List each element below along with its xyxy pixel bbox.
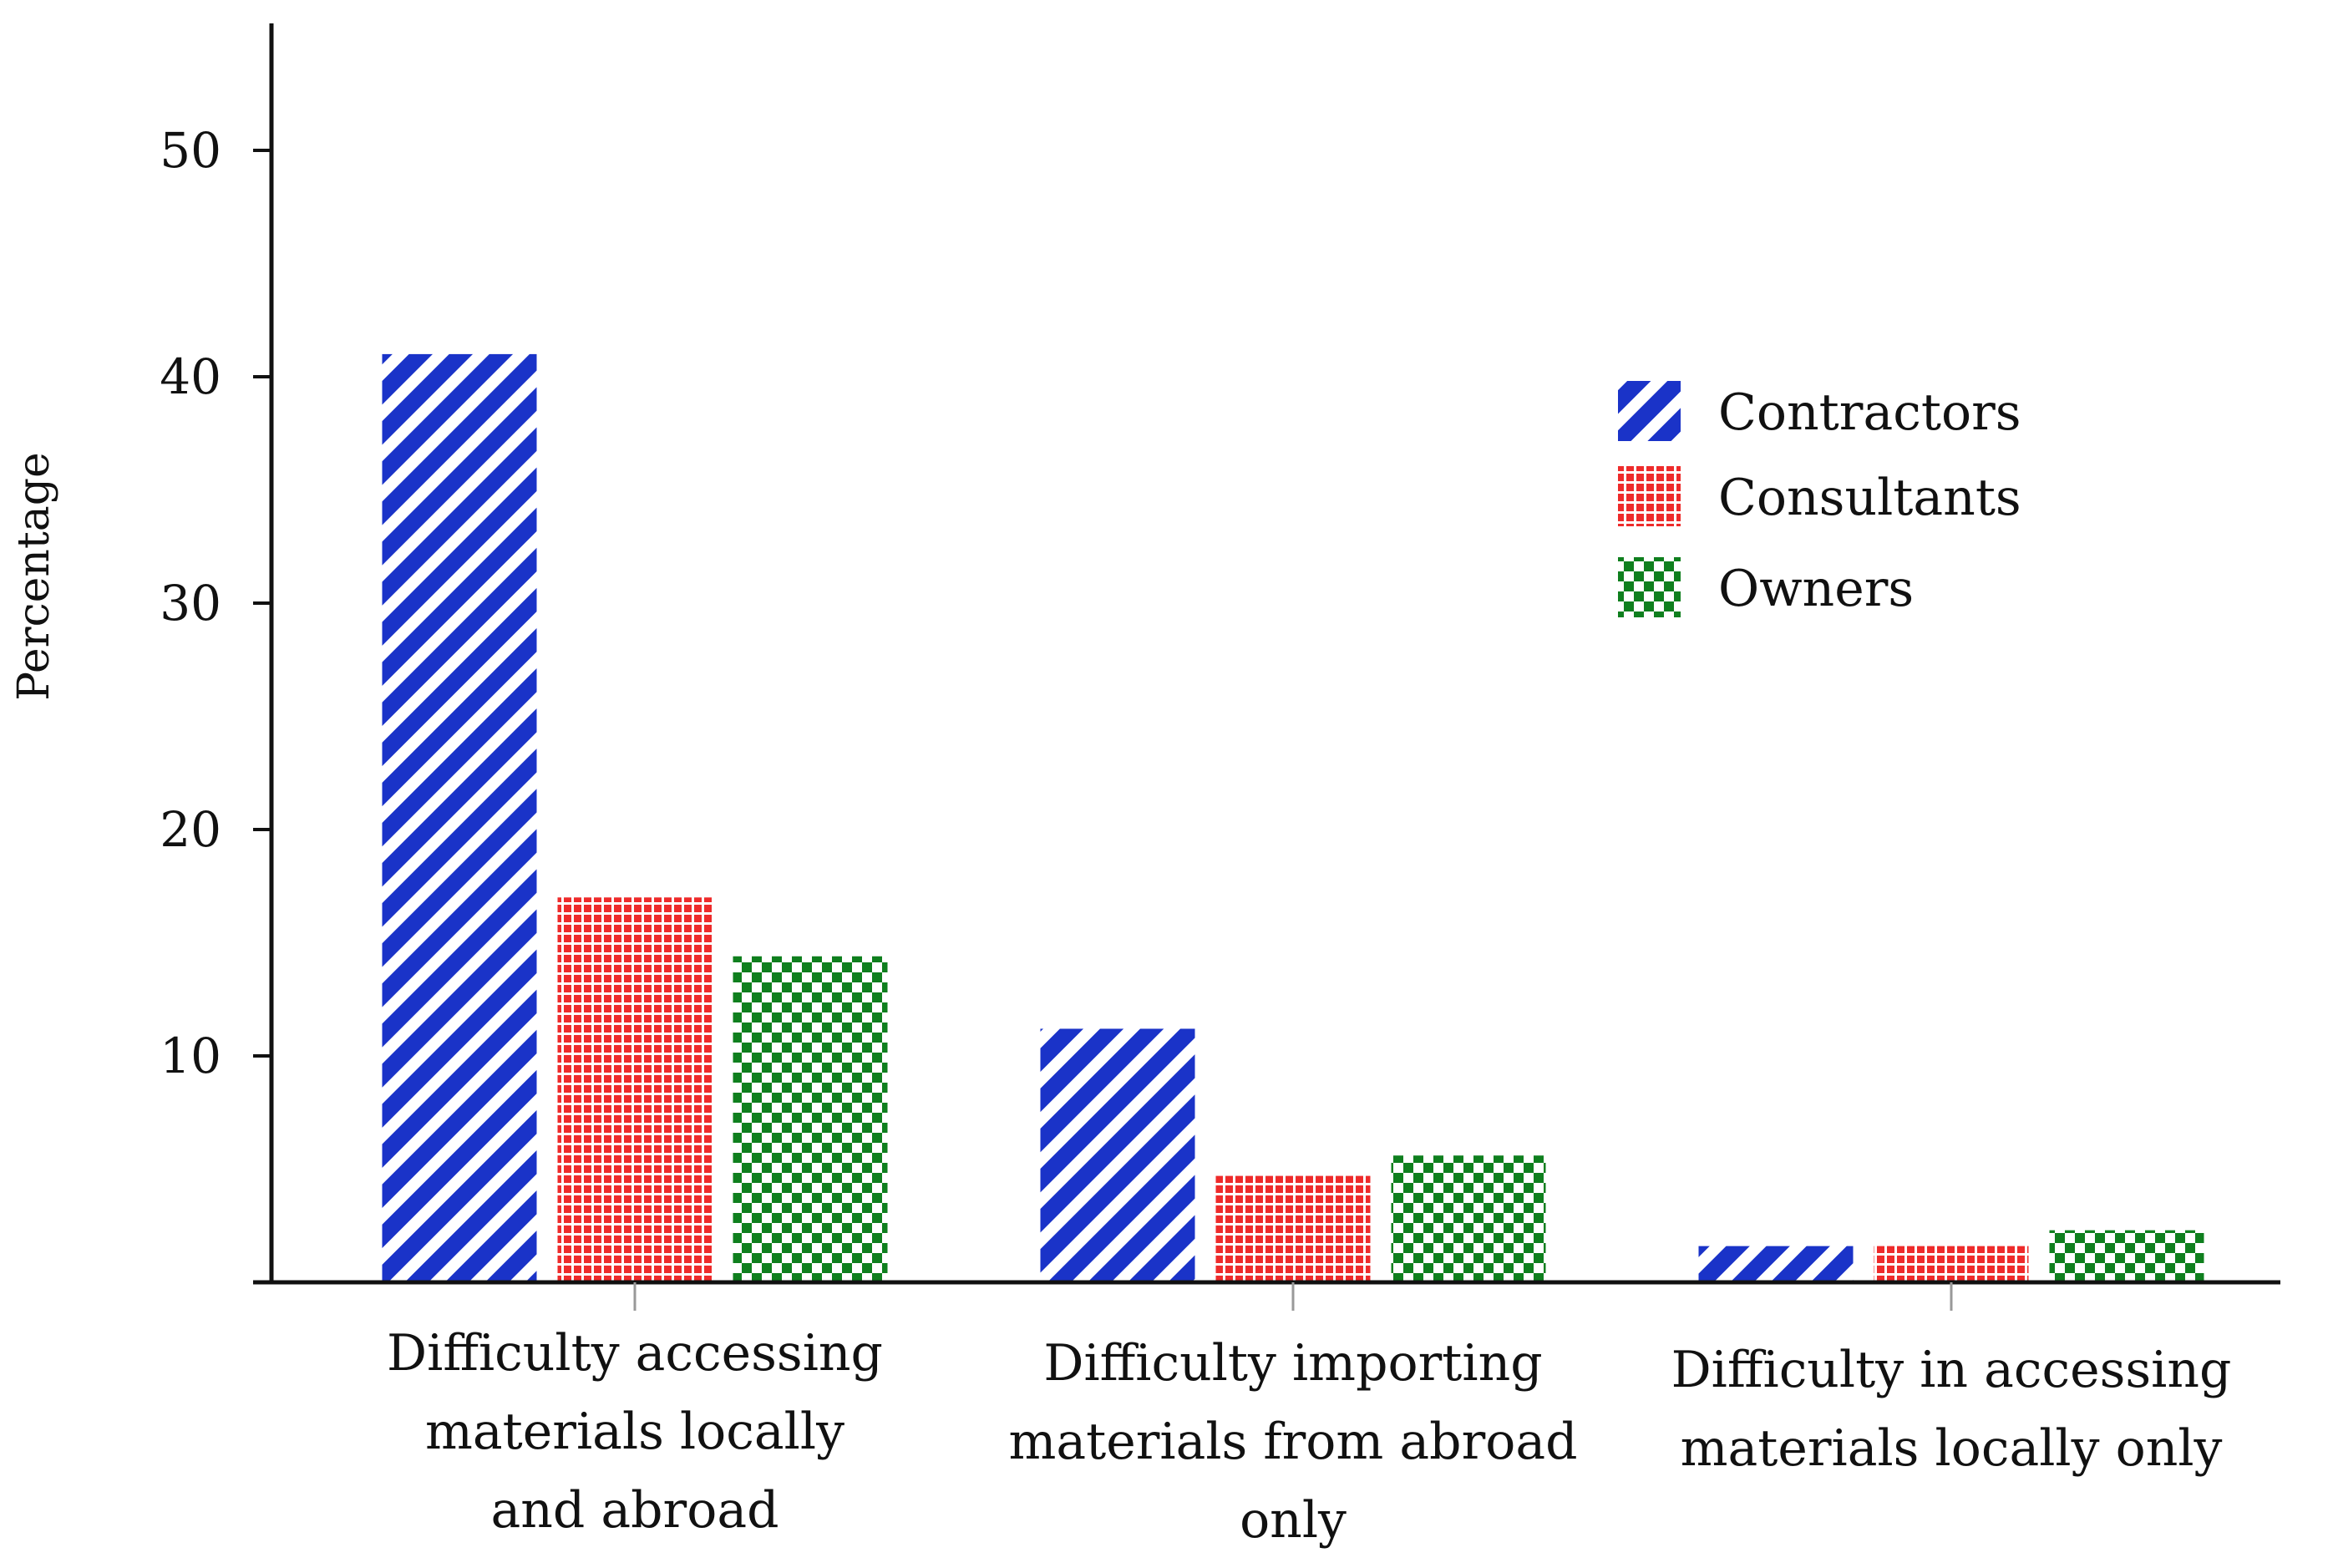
- legend-swatch-contractors: [1618, 381, 1681, 441]
- x-category-label-line: Difficulty in accessing: [1671, 1341, 2232, 1399]
- x-category-label-line: Difficulty importing: [1043, 1334, 1542, 1393]
- legend-swatch-owners: [1618, 557, 1681, 617]
- y-axis: 10 20 30 40 50: [160, 23, 274, 1282]
- x-category-label-line: materials locally: [425, 1403, 844, 1461]
- x-category-label: Difficulty importing materials from abroa…: [1008, 1334, 1577, 1550]
- x-category-label: Difficulty in accessing materials locally…: [1671, 1341, 2232, 1478]
- x-category-label-line: only: [1240, 1491, 1347, 1550]
- bar-consultants-2: [1215, 1175, 1371, 1282]
- legend: Contractors Consultants Owners: [1618, 381, 2021, 618]
- legend-swatch-consultants: [1618, 466, 1681, 526]
- bar-owners-1: [733, 956, 888, 1282]
- y-tick-label: 10: [160, 1028, 221, 1084]
- x-category-label-line: materials from abroad: [1008, 1413, 1577, 1471]
- bar-contractors-3: [1698, 1246, 1854, 1282]
- bar-consultants-1: [557, 897, 713, 1282]
- legend-label-consultants: Consultants: [1718, 469, 2021, 527]
- x-category-label-line: and abroad: [490, 1481, 779, 1540]
- y-tick-label: 30: [160, 575, 221, 632]
- x-axis: Difficulty accessing materials locally and…: [253, 1280, 2280, 1550]
- bar-contractors-1: [382, 353, 537, 1282]
- x-category-label-line: Difficulty accessing: [387, 1324, 883, 1383]
- x-category-label-line: materials locally only: [1681, 1419, 2223, 1478]
- y-tick-label: 50: [160, 122, 221, 179]
- bar-consultants-3: [1874, 1246, 2029, 1282]
- bar-owners-3: [2049, 1230, 2204, 1282]
- bar-owners-2: [1391, 1155, 1546, 1282]
- bar-contractors-2: [1040, 1028, 1195, 1282]
- y-tick-label: 40: [160, 348, 221, 405]
- x-category-label: Difficulty accessing materials locally and…: [387, 1324, 883, 1540]
- y-axis-title: Percentage: [9, 452, 59, 701]
- legend-label-owners: Owners: [1718, 560, 1914, 618]
- bars: [382, 353, 2204, 1282]
- y-tick-label: 20: [160, 801, 221, 858]
- legend-label-contractors: Contractors: [1718, 383, 2021, 442]
